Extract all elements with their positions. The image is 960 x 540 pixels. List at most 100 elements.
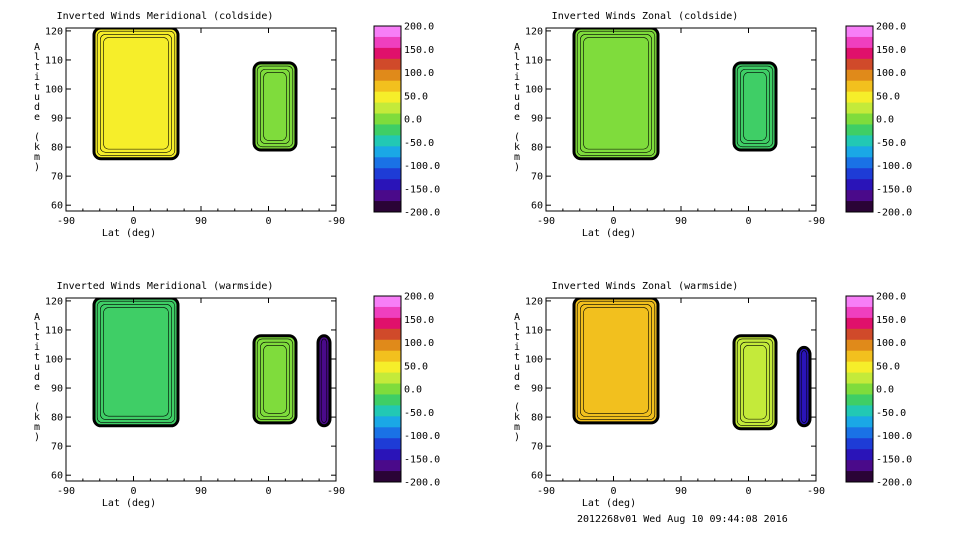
colorbar-swatch xyxy=(846,157,873,169)
colorbar-swatch xyxy=(846,361,873,374)
colorbar-swatch xyxy=(374,306,401,319)
y-axis-label-char: ) xyxy=(34,432,40,443)
chart-title: Inverted Winds Meridional (warmside) xyxy=(57,281,274,292)
y-axis-label-char: m xyxy=(34,152,40,163)
colorbar-label: 50.0 xyxy=(876,361,900,372)
colorbar-swatch xyxy=(374,405,401,417)
y-axis-label-char: u xyxy=(514,362,520,373)
y-axis-label-char: i xyxy=(514,72,520,83)
colorbar-swatch xyxy=(374,460,401,472)
colorbar-swatch xyxy=(846,91,873,104)
colorbar-swatch xyxy=(846,416,873,428)
colorbar-swatch xyxy=(374,179,401,191)
colorbar-swatch xyxy=(374,47,401,60)
contour-line xyxy=(583,37,649,150)
contour-line xyxy=(580,304,652,417)
colorbar-label: 0.0 xyxy=(876,385,894,396)
y-axis-label-char: ) xyxy=(514,162,520,173)
x-axis-label: Lat (deg) xyxy=(582,498,636,509)
y-axis-label-char: m xyxy=(514,152,520,163)
y-axis-label-char: u xyxy=(34,92,40,103)
data-region xyxy=(316,334,332,428)
y-axis-label-char: e xyxy=(514,112,520,123)
contour-line xyxy=(103,37,169,150)
y-axis-label-char: e xyxy=(34,382,40,393)
x-tick-label: 0 xyxy=(610,216,616,227)
chart-panel: Inverted Winds Zonal (warmside) -90 0 90 0 -9… xyxy=(514,281,912,509)
colorbar-label: 100.0 xyxy=(876,68,906,79)
y-axis-label-char: m xyxy=(34,422,40,433)
colorbar-swatch xyxy=(374,135,401,147)
contour-line xyxy=(740,341,770,423)
contour-line xyxy=(743,72,767,141)
colorbar-label: 0.0 xyxy=(876,115,894,126)
colorbar-swatch xyxy=(374,317,401,330)
colorbar-swatch xyxy=(374,113,401,125)
y-axis-label-char: e xyxy=(514,382,520,393)
y-tick-label: 60 xyxy=(51,201,63,212)
contour-line xyxy=(96,30,176,156)
data-region xyxy=(796,345,812,428)
colorbar-label: -50.0 xyxy=(876,408,906,419)
data-region xyxy=(92,298,180,428)
x-tick-label: 0 xyxy=(130,216,136,227)
colorbar-swatch xyxy=(374,350,401,363)
colorbar-label: 200.0 xyxy=(404,292,434,303)
colorbar-label: -200.0 xyxy=(876,208,912,219)
contour-line xyxy=(576,300,656,421)
colorbar-label: 100.0 xyxy=(404,68,434,79)
y-axis-label-char: A xyxy=(514,312,520,323)
colorbar-swatch xyxy=(846,69,873,82)
y-tick-label: 90 xyxy=(51,384,63,395)
x-tick-label: -90 xyxy=(537,486,555,497)
y-axis-label-char: d xyxy=(514,102,520,113)
x-tick-label: 0 xyxy=(610,486,616,497)
contour-line xyxy=(263,345,287,414)
x-tick-label: 90 xyxy=(675,486,687,497)
y-axis-label-char: t xyxy=(514,332,520,343)
colorbar-swatch xyxy=(846,47,873,60)
data-regions xyxy=(572,298,812,431)
y-axis-label-char: l xyxy=(514,52,520,63)
contour-line xyxy=(736,338,774,426)
y-axis-label-char: A xyxy=(34,312,40,323)
colorbar-swatch xyxy=(846,135,873,147)
colorbar-frame xyxy=(845,25,874,213)
contour-line xyxy=(740,68,770,144)
contour-line xyxy=(260,68,290,144)
y-tick-label: 70 xyxy=(531,172,543,183)
colorbar-swatch xyxy=(374,361,401,374)
colorbar-label: 50.0 xyxy=(876,91,900,102)
x-tick-label: 0 xyxy=(265,486,271,497)
colorbar-swatch xyxy=(374,427,401,439)
y-tick-label: 110 xyxy=(525,325,543,336)
colorbar-label: -100.0 xyxy=(876,431,912,442)
y-tick-label: 70 xyxy=(51,442,63,453)
colorbar-label: -100.0 xyxy=(404,431,440,442)
y-axis-label-char: t xyxy=(34,62,40,73)
x-tick-label: -90 xyxy=(327,486,345,497)
x-tick-label: 0 xyxy=(745,486,751,497)
colorbar-label: -50.0 xyxy=(404,138,434,149)
colorbar-label: 150.0 xyxy=(404,45,434,56)
colorbar-swatch xyxy=(846,124,873,136)
y-tick-label: 110 xyxy=(525,55,543,66)
x-tick-label: -90 xyxy=(807,216,825,227)
colorbar-swatch xyxy=(846,168,873,180)
colorbar-label: 200.0 xyxy=(876,22,906,33)
colorbar-swatch xyxy=(374,69,401,82)
y-axis-label-char: t xyxy=(34,82,40,93)
y-tick-label: 70 xyxy=(531,442,543,453)
colorbar-swatch xyxy=(374,36,401,49)
y-axis-label-char: ) xyxy=(514,432,520,443)
colorbar-swatch xyxy=(374,91,401,104)
y-axis-label-char: t xyxy=(514,62,520,73)
y-axis-label-char: l xyxy=(34,52,40,63)
y-axis-label-char: l xyxy=(514,322,520,333)
data-regions xyxy=(572,28,778,161)
x-tick-label: 90 xyxy=(195,216,207,227)
colorbar-swatch xyxy=(846,179,873,191)
x-tick-label: -90 xyxy=(537,216,555,227)
colorbar-swatch xyxy=(846,383,873,395)
y-axis-label-char: u xyxy=(34,362,40,373)
